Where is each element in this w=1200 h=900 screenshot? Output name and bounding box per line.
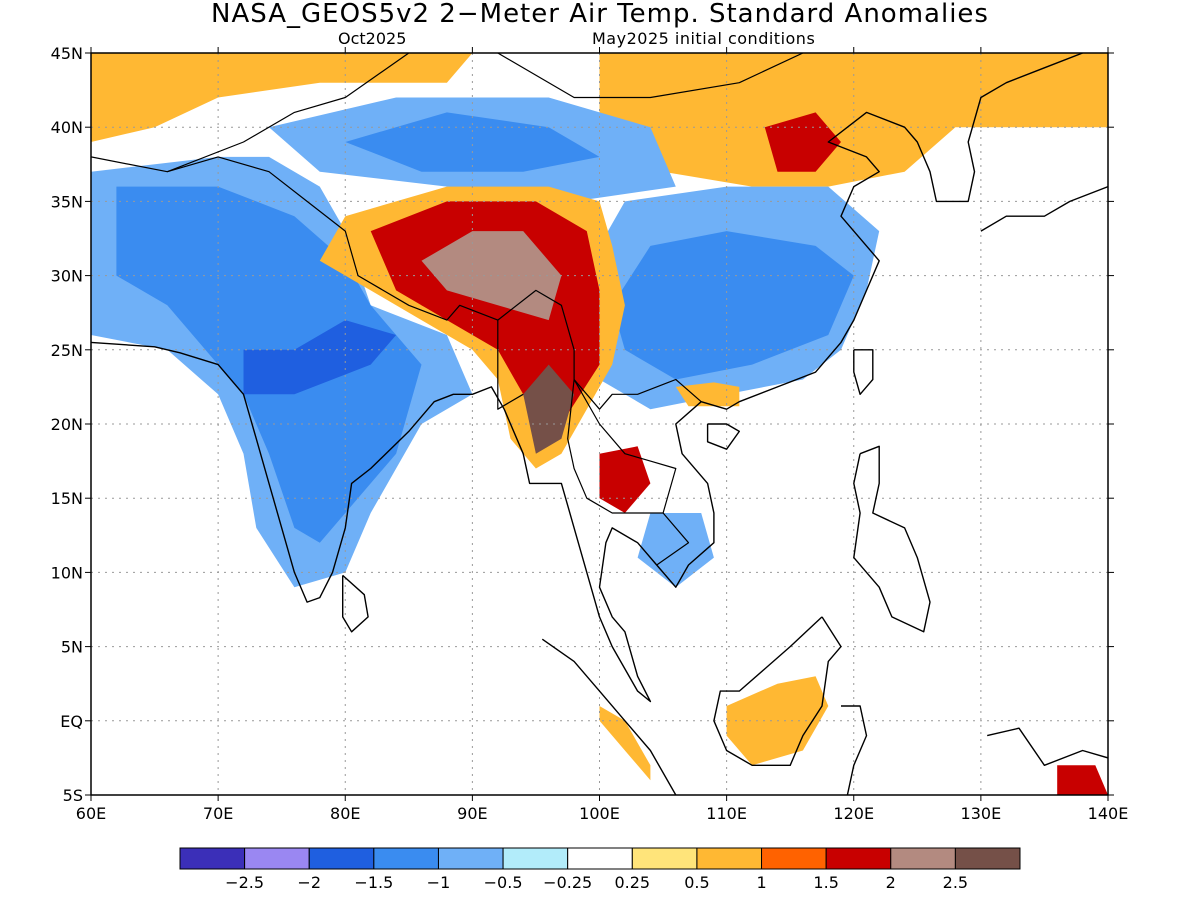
lon-tick-label: 80E (330, 804, 360, 823)
colorbar-label: −1.5 (354, 873, 393, 892)
anomaly-region-south-china-cold (612, 231, 854, 380)
coastlines (91, 53, 1108, 795)
anomaly-region-tarim-cold (345, 112, 600, 172)
colorbar-swatch (567, 847, 633, 870)
map-title: NASA_GEOS5v2 2−Meter Air Temp. Standard … (211, 0, 989, 29)
colorbar-swatch (631, 847, 698, 870)
lat-tick-label: 45N (51, 44, 83, 63)
forecast-month: Oct2025 (338, 29, 407, 48)
map-axes: 60E 70E 80E 90E 100E 110E 120E 130E 140E 45N 40N 35… (51, 44, 1129, 823)
lon-tick-label: 60E (76, 804, 106, 823)
anomaly-region-indochina-cool (637, 513, 714, 588)
coastline (713, 616, 842, 766)
lon-tick-label: 110E (706, 804, 747, 823)
anomaly-region-new-guinea-hot (1057, 765, 1108, 795)
colorbar-label: 1.5 (813, 873, 838, 892)
lat-tick-label: 15N (51, 489, 83, 508)
colorbar-swatch (244, 847, 310, 870)
anomaly-region-thailand-hot (599, 446, 651, 513)
colorbar-swatch (954, 847, 1021, 870)
country-border (656, 512, 690, 566)
lon-tick-label: 90E (457, 804, 487, 823)
lon-tick-label: 100E (579, 804, 620, 823)
coastline (91, 53, 1083, 703)
lon-tick-label: 140E (1088, 804, 1129, 823)
lat-tick-label: 30N (51, 267, 83, 286)
coastline (706, 423, 740, 450)
lon-tick-label: 70E (203, 804, 233, 823)
lat-tick-label: 20N (51, 415, 83, 434)
coastline (987, 727, 1108, 766)
colorbar-swatch (825, 847, 892, 870)
colorbar-swatch (696, 847, 763, 870)
country-border (497, 320, 524, 410)
lat-tick-label: 5N (61, 638, 83, 657)
initial-conditions-label: May2025 initial conditions (592, 29, 816, 48)
country-border (91, 53, 410, 173)
lat-tick-label: EQ (60, 712, 83, 731)
colorbar-label: 0.5 (684, 873, 709, 892)
colorbar-swatch (437, 847, 504, 870)
colorbar-label: −1 (427, 873, 451, 892)
colorbar-label: −0.5 (484, 873, 523, 892)
coastline (980, 185, 1108, 232)
anomaly-region-india-coldest (243, 320, 397, 395)
colorbar-swatch (890, 847, 956, 870)
coastline (853, 349, 874, 395)
coastline (853, 445, 931, 633)
colorbar-label: 0.25 (614, 873, 650, 892)
anomaly-region-sumatra-warm (599, 706, 651, 781)
colorbar-swatch (179, 847, 246, 870)
colorbar-swatch (373, 847, 439, 870)
colorbar: −2.5 −2 −1.5 −1 −0.5 −0.25 0.25 0.5 1 1.5 2 2.5 (179, 847, 1021, 892)
anomaly-region-myanmar-max (523, 364, 575, 454)
country-border (567, 379, 677, 514)
colorbar-label: 2.5 (943, 873, 968, 892)
coastline (541, 638, 677, 795)
colorbar-swatch (761, 847, 827, 870)
lat-tick-label: 5S (63, 786, 83, 805)
colorbar-swatch (308, 847, 375, 870)
lat-tick-label: 40N (51, 118, 83, 137)
colorbar-label: −2.5 (225, 873, 264, 892)
coastline (841, 705, 868, 795)
colorbar-label: 2 (886, 873, 896, 892)
colorbar-swatch (502, 847, 569, 870)
colorbar-label: 1 (756, 873, 766, 892)
country-border (497, 53, 804, 99)
anomaly-region-guangdong-warm (675, 382, 740, 407)
anomaly-region-china-warm (599, 53, 1108, 187)
anomaly-region-north-china-hot (764, 112, 841, 172)
lon-tick-label: 120E (833, 804, 874, 823)
lon-tick-label: 130E (961, 804, 1002, 823)
coastline (342, 574, 369, 633)
colorbar-label: −2 (297, 873, 321, 892)
colorbar-label: −0.25 (543, 873, 592, 892)
lat-tick-label: 35N (51, 192, 83, 211)
lat-tick-label: 25N (51, 341, 83, 360)
lat-tick-label: 10N (51, 563, 83, 582)
